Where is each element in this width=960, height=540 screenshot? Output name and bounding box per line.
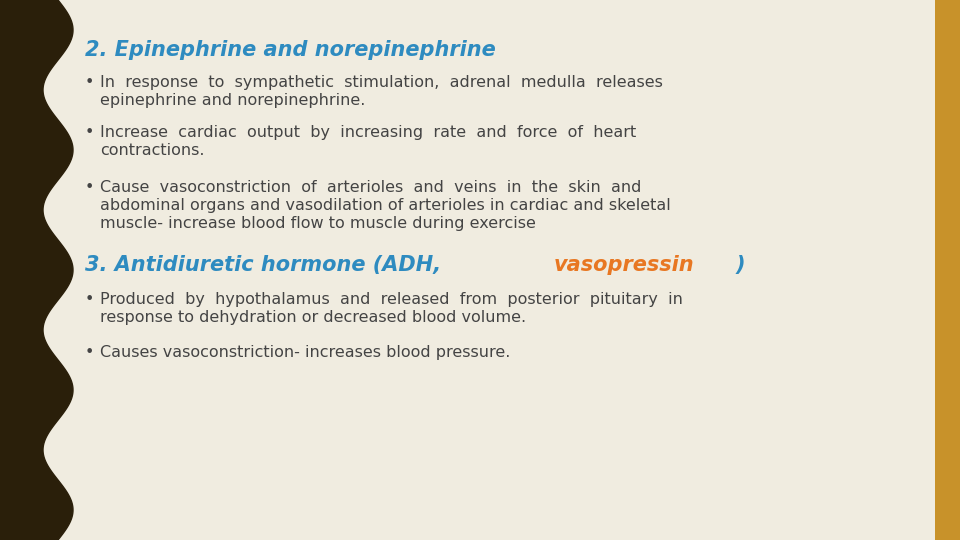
Text: 3. Antidiuretic hormone (ADH,: 3. Antidiuretic hormone (ADH, [85,255,448,275]
Text: epinephrine and norepinephrine.: epinephrine and norepinephrine. [100,93,366,108]
Text: response to dehydration or decreased blood volume.: response to dehydration or decreased blo… [100,310,526,325]
Text: In  response  to  sympathetic  stimulation,  adrenal  medulla  releases: In response to sympathetic stimulation, … [100,75,662,90]
Text: •: • [85,125,94,140]
Text: •: • [85,180,94,195]
Text: muscle- increase blood flow to muscle during exercise: muscle- increase blood flow to muscle du… [100,216,536,231]
Text: 2. Epinephrine and norepinephrine: 2. Epinephrine and norepinephrine [85,40,495,60]
Text: vasopressin: vasopressin [554,255,694,275]
Text: Increase  cardiac  output  by  increasing  rate  and  force  of  heart: Increase cardiac output by increasing ra… [100,125,636,140]
Text: •: • [85,75,94,90]
Text: Cause  vasoconstriction  of  arterioles  and  veins  in  the  skin  and: Cause vasoconstriction of arterioles and… [100,180,641,195]
Text: •: • [85,292,94,307]
Bar [935,0,960,540]
Text: abdominal organs and vasodilation of arterioles in cardiac and skeletal: abdominal organs and vasodilation of art… [100,198,671,213]
Text: Produced  by  hypothalamus  and  released  from  posterior  pituitary  in: Produced by hypothalamus and released fr… [100,292,683,307]
Text: •: • [85,345,94,360]
Text: Causes vasoconstriction- increases blood pressure.: Causes vasoconstriction- increases blood… [100,345,511,360]
Polygon shape [0,0,73,540]
Text: contractions.: contractions. [100,143,204,158]
Text: ): ) [735,255,745,275]
